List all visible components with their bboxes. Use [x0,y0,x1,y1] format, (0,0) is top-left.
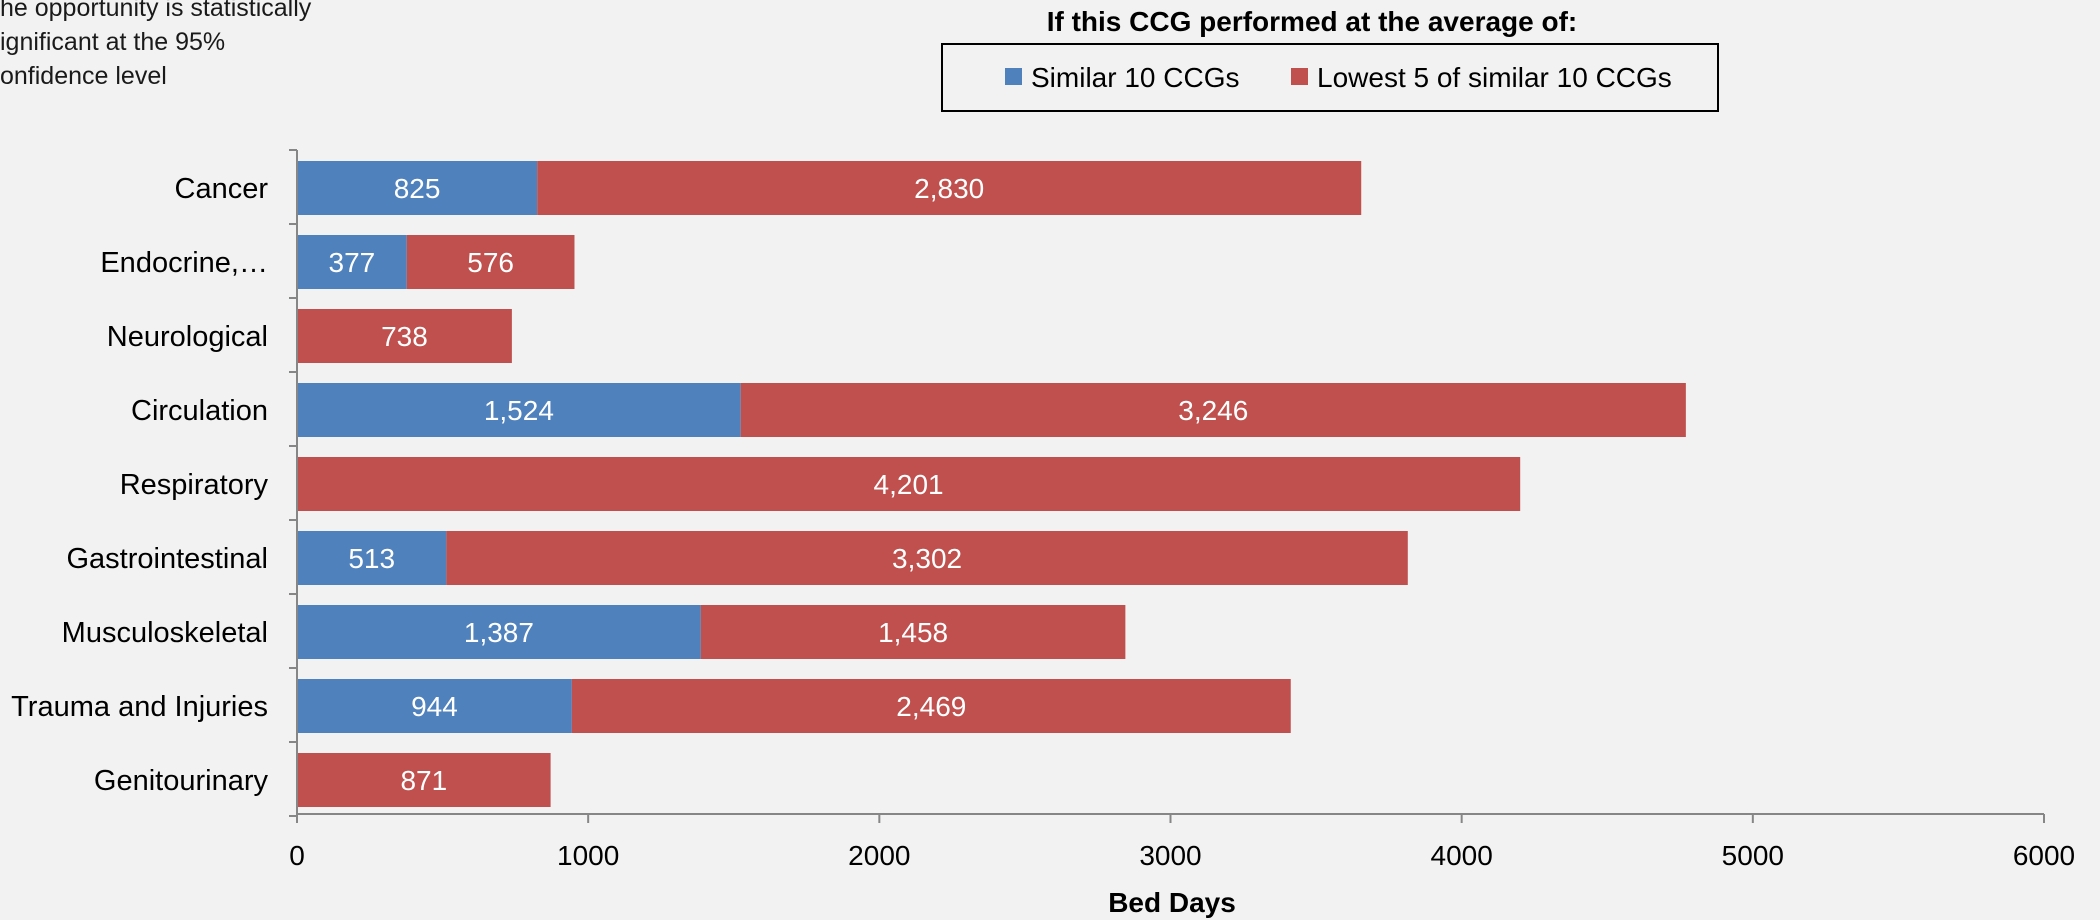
bar-similar-6 [297,605,701,659]
data-label-lowest-4: 4,201 [874,469,944,500]
data-label-similar-3: 1,524 [484,395,554,426]
bar-lowest-5 [446,531,1408,585]
bar-lowest-0 [537,161,1362,215]
legend-item-similar: Similar 10 CCGs [1005,62,1239,93]
data-label-similar-6: 1,387 [464,617,534,648]
bar-lowest-2 [297,309,512,363]
legend-item-lowest: Lowest 5 of similar 10 CCGs [1291,62,1672,93]
data-label-lowest-1: 576 [467,247,514,278]
data-label-lowest-3: 3,246 [1178,395,1248,426]
data-label-similar-1: 377 [329,247,376,278]
x-axis-title: Bed Days [1108,887,1236,918]
legend-label-lowest: Lowest 5 of similar 10 CCGs [1317,62,1672,93]
x-tick-label: 4000 [1431,840,1493,871]
legend-title: If this CCG performed at the average of: [1047,6,1578,37]
bar-similar-7 [297,679,572,733]
bars: 825 2,830 377 576 738 1,524 3,246 4,201 513 3,302… [297,161,1686,807]
legend-swatch-lowest [1291,68,1308,85]
x-tick-label: 5000 [1722,840,1784,871]
legend-label-similar: Similar 10 CCGs [1031,62,1239,93]
bar-similar-0 [297,161,538,215]
x-tick-label: 2000 [848,840,910,871]
bar-lowest-8 [297,753,551,807]
data-label-similar-7: 944 [411,691,458,722]
bar-lowest-6 [700,605,1126,659]
data-label-similar-0: 825 [394,173,441,204]
x-tick-label: 0 [289,840,305,871]
bar-similar-3 [297,383,741,437]
x-tick-label: 6000 [2013,840,2075,871]
note-line-1: he opportunity is statistically [0,0,312,22]
note-line-3: onfidence level [0,62,167,90]
category-label: Neurological [107,321,268,353]
category-label: Gastrointestinal [67,543,269,575]
category-label: Musculoskeletal [62,617,268,649]
data-label-lowest-0: 2,830 [914,173,984,204]
data-label-similar-5: 513 [348,543,395,574]
data-label-lowest-5: 3,302 [892,543,962,574]
significance-note: he opportunity is statistically ignifica… [0,0,312,90]
x-tick-label: 1000 [557,840,619,871]
legend-swatch-similar [1005,68,1022,85]
axes: Cancer Endocrine,… Neurological Circulation… [11,149,2075,871]
data-label-lowest-7: 2,469 [896,691,966,722]
x-tick-label: 3000 [1139,840,1201,871]
legend-box [941,43,1719,112]
data-label-lowest-8: 871 [400,765,447,796]
bar-similar-1 [297,235,407,289]
note-line-2: ignificant at the 95% [0,28,225,56]
bar-lowest-4 [297,457,1521,511]
category-label: Endocrine,… [100,247,268,279]
legend: If this CCG performed at the average of:… [941,6,1719,112]
bar-lowest-7 [571,679,1291,733]
bar-lowest-1 [406,235,575,289]
category-label: Cancer [175,173,269,205]
data-label-lowest-6: 1,458 [878,617,948,648]
category-label: Circulation [131,395,268,427]
category-label: Trauma and Injuries [11,691,268,723]
bar-similar-5 [297,531,447,585]
category-label: Genitourinary [94,765,269,797]
bar-lowest-3 [740,383,1686,437]
category-label: Respiratory [120,469,269,501]
data-label-lowest-2: 738 [381,321,428,352]
